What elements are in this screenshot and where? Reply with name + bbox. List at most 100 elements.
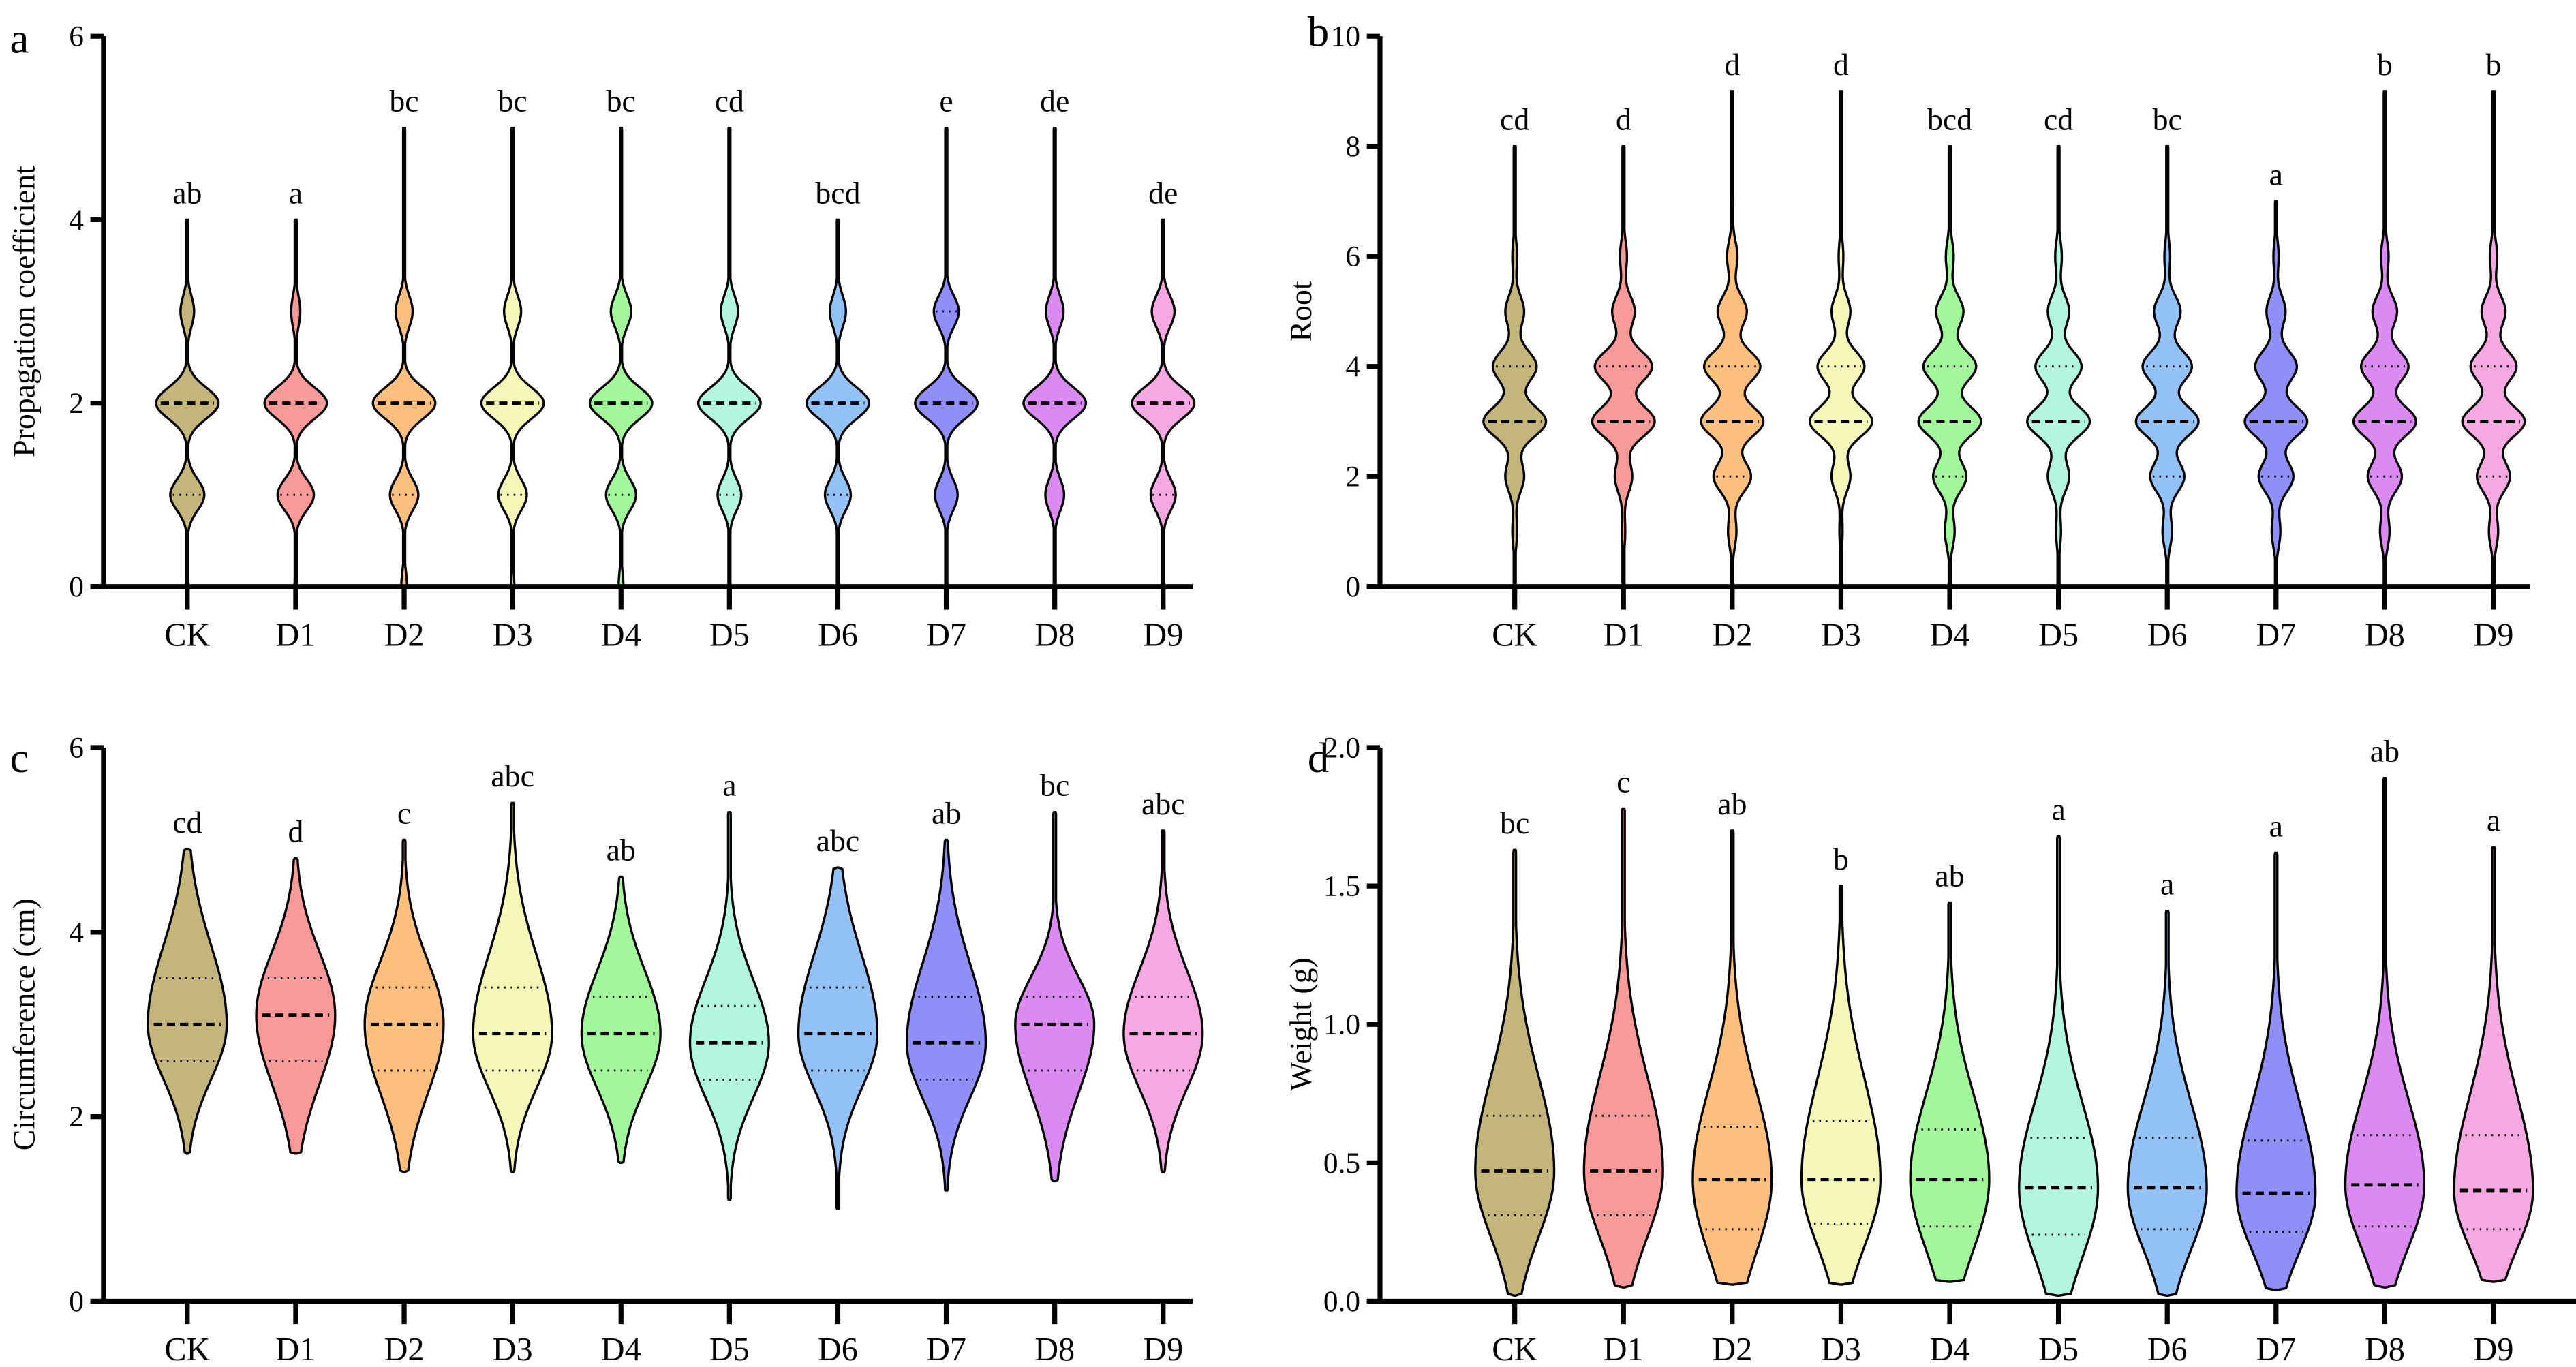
x-tick-label-D7: D7 xyxy=(926,1332,966,1367)
x-tick-label-D8: D8 xyxy=(2365,617,2405,654)
y-tick-label: 2 xyxy=(69,387,84,420)
y-tick-label: 2 xyxy=(69,1101,84,1133)
x-tick-label-D5: D5 xyxy=(2038,1332,2079,1367)
significance-letter-D5: cd xyxy=(715,84,744,119)
x-tick-label-D4: D4 xyxy=(601,1332,641,1367)
violin-D5 xyxy=(2018,835,2100,1297)
x-tick-label-D1: D1 xyxy=(1604,1332,1644,1367)
x-tick-label-CK: CK xyxy=(164,1332,210,1367)
y-axis-title: Weight (g) xyxy=(1283,957,1318,1091)
violin-D9 xyxy=(2461,90,2526,588)
x-tick-label-CK: CK xyxy=(1492,617,1537,654)
x-tick-label-D4: D4 xyxy=(601,617,641,654)
significance-letter-D8: bc xyxy=(1040,768,1069,803)
violin-D7 xyxy=(914,127,979,588)
significance-letter-D1: a xyxy=(289,175,303,210)
significance-letter-D9: a xyxy=(2487,803,2500,838)
significance-letter-D6: bcd xyxy=(815,175,860,210)
y-tick-label: 8 xyxy=(1345,130,1360,163)
violin-D9 xyxy=(2453,846,2534,1283)
x-tick-label-D7: D7 xyxy=(2256,617,2296,654)
violin-D2 xyxy=(1691,829,1773,1286)
significance-letter-D9: b xyxy=(2486,47,2502,82)
x-tick-label-D1: D1 xyxy=(1604,617,1644,654)
y-tick-label: 0.0 xyxy=(1323,1285,1360,1318)
y-tick-label: 4 xyxy=(1345,350,1360,383)
violin-CK xyxy=(1482,145,1548,588)
significance-letter-D8: ab xyxy=(2370,734,2399,769)
violin-D4 xyxy=(1917,145,1982,588)
significance-letter-D5: a xyxy=(2051,792,2065,827)
panel-letter-d: d xyxy=(1308,734,1329,782)
x-tick-label-D4: D4 xyxy=(1930,617,1970,654)
panel-letter-c: c xyxy=(10,734,29,782)
x-tick-label-D6: D6 xyxy=(818,617,858,654)
violin-D8 xyxy=(1014,811,1096,1183)
x-tick-label-D3: D3 xyxy=(1821,1332,1861,1367)
significance-letter-D5: a xyxy=(722,768,736,803)
y-tick-label: 0.5 xyxy=(1323,1147,1360,1180)
violin-D3 xyxy=(480,127,545,588)
significance-letter-D7: a xyxy=(2269,808,2283,843)
violin-D1 xyxy=(1591,145,1656,588)
significance-letter-D8: b xyxy=(2377,47,2393,82)
violin-D5 xyxy=(696,127,762,588)
violin-D5 xyxy=(688,811,770,1201)
x-tick-label-D2: D2 xyxy=(384,617,425,654)
y-tick-label: 6 xyxy=(69,20,84,53)
x-tick-label-CK: CK xyxy=(1492,1332,1537,1367)
x-tick-label-D5: D5 xyxy=(2038,617,2079,654)
x-tick-label-D3: D3 xyxy=(1821,617,1861,654)
violin-CK xyxy=(147,848,228,1155)
violin-D9 xyxy=(1122,829,1204,1173)
significance-letter-D7: e xyxy=(939,84,953,119)
panel-letter-a: a xyxy=(10,14,29,62)
violin-D3 xyxy=(472,801,553,1173)
violin-CK xyxy=(1474,848,1556,1297)
x-tick-label-D3: D3 xyxy=(493,617,533,654)
significance-letter-D4: ab xyxy=(607,832,636,867)
significance-letter-D4: bcd xyxy=(1927,102,1972,137)
x-tick-label-D2: D2 xyxy=(1712,1332,1752,1367)
y-tick-label: 10 xyxy=(1331,20,1360,53)
panel-a: a Propagation coefficient 0 2 4 6 ab CK a D1 bc D2… xyxy=(7,14,1196,654)
y-tick-label: 0 xyxy=(69,1285,84,1318)
significance-letter-CK: ab xyxy=(172,175,202,210)
violin-D1 xyxy=(1582,807,1664,1289)
violin-D4 xyxy=(1909,901,1991,1283)
x-tick-label-D6: D6 xyxy=(2147,1332,2188,1367)
violin-D7 xyxy=(2235,851,2317,1291)
x-tick-label-D1: D1 xyxy=(275,1332,316,1367)
x-tick-label-D9: D9 xyxy=(1143,617,1183,654)
violin-D2 xyxy=(371,127,437,588)
significance-letter-D3: b xyxy=(1833,842,1849,876)
significance-letter-CK: bc xyxy=(1500,805,1529,840)
panel-d: d Weight (g) 0.0 0.5 1.0 1.5 2.0 bc CK c D1 ab D2 b D… xyxy=(1283,731,2576,1367)
violin-D6 xyxy=(797,866,879,1210)
y-tick-label: 4 xyxy=(69,204,84,236)
significance-letter-D9: abc xyxy=(1141,786,1185,821)
y-axis-title: Circumference (cm) xyxy=(7,898,42,1150)
x-tick-label-D5: D5 xyxy=(709,1332,750,1367)
violin-D8 xyxy=(2352,90,2417,588)
x-tick-label-D9: D9 xyxy=(2474,1332,2514,1367)
x-tick-label-D8: D8 xyxy=(1034,1332,1075,1367)
significance-letter-CK: cd xyxy=(1500,102,1529,137)
significance-letter-D4: ab xyxy=(1935,858,1964,893)
x-tick-label-D2: D2 xyxy=(384,1332,425,1367)
significance-letter-D4: bc xyxy=(607,84,636,119)
violin-D3 xyxy=(1800,885,1882,1286)
y-tick-label: 4 xyxy=(69,916,84,949)
x-tick-label-D5: D5 xyxy=(709,617,750,654)
violin-D4 xyxy=(588,127,654,588)
y-tick-label: 6 xyxy=(1345,241,1360,273)
x-tick-label-D7: D7 xyxy=(2256,1332,2296,1367)
significance-letter-D1: c xyxy=(1616,764,1630,799)
violin-D2 xyxy=(363,838,445,1173)
x-tick-label-D3: D3 xyxy=(493,1332,533,1367)
violin-D2 xyxy=(1700,90,1765,588)
y-tick-label: 1.0 xyxy=(1323,1009,1360,1041)
y-tick-label: 0 xyxy=(69,570,84,603)
significance-letter-D3: bc xyxy=(498,84,527,119)
